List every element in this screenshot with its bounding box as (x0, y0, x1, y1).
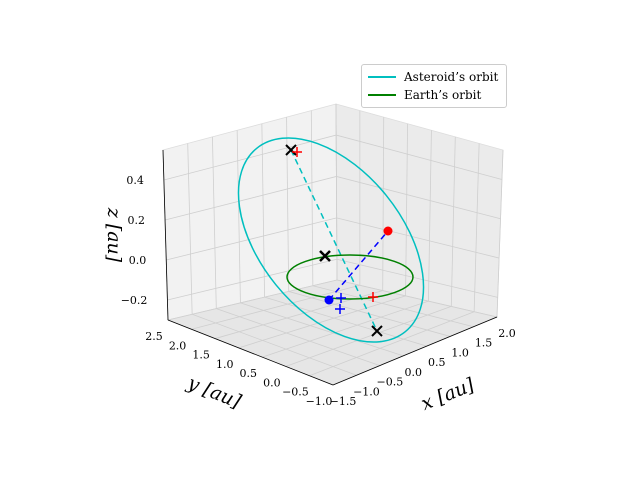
y-gridline-floor (191, 284, 360, 330)
y-axis-line (167, 319, 334, 386)
x-tick-label: −0.5 (376, 376, 403, 389)
chart-marks (237, 137, 425, 343)
asteroid-position-point (383, 226, 393, 236)
legend-item-earth: Earth’s orbit (368, 87, 481, 103)
y-gridline-wall (496, 149, 504, 318)
connector-line (328, 230, 389, 301)
y-tick-label: 0.5 (240, 367, 258, 380)
tick-labels: −1.5−1.0−0.50.00.51.01.52.0−1.0−0.50.00.… (121, 174, 516, 408)
x-tick-label: −1.5 (330, 395, 357, 408)
y-gridline-floor (167, 279, 338, 321)
z-gridline (166, 217, 500, 261)
x-gridline-wall (212, 136, 217, 309)
y-axis-label: y [au] (184, 372, 245, 414)
y-tick-label: 2.5 (145, 330, 163, 343)
legend-item-asteroid: Asteroid’s orbit (368, 69, 498, 85)
y-gridline-floor (238, 295, 406, 349)
legend-label-asteroid: Asteroid’s orbit (404, 70, 499, 84)
y-gridline-wall (428, 130, 432, 302)
y-tick-label: −0.5 (282, 386, 309, 399)
z-axis-label: z [au] (103, 207, 125, 263)
red-plus-marker (368, 292, 378, 302)
x-tick-label: 0.5 (428, 356, 446, 369)
x-axis-line (332, 316, 498, 386)
y-tick-label: 1.5 (192, 349, 210, 362)
z-gridline (163, 134, 503, 181)
x-gridline-floor (240, 302, 404, 357)
x-gridline-floor (312, 285, 474, 328)
asteroid-orbit-line (237, 137, 425, 343)
right-pane (335, 103, 504, 318)
x-tick-label: −1.0 (353, 385, 380, 398)
x-gridline-wall (310, 110, 314, 286)
z-tick-label: 0.2 (128, 214, 146, 227)
x-tick-label: 1.0 (451, 346, 469, 359)
y-gridline-wall (450, 136, 456, 307)
x-gridline-floor (216, 308, 380, 366)
y-gridline-wall (335, 103, 338, 281)
x-gridline-floor (264, 296, 427, 347)
y-tick-label: 1.0 (216, 358, 234, 371)
z-gridline (164, 176, 501, 221)
y-gridline-wall (473, 143, 480, 312)
z-tick-label: −0.2 (121, 294, 148, 307)
x-tick-label: 2.0 (498, 327, 516, 340)
red-plus-marker (292, 147, 302, 157)
y-tick-label: 2.0 (169, 339, 187, 352)
node-cross-marker (371, 325, 383, 337)
z-tick-label: 0.4 (126, 174, 144, 187)
earth-orbit-line (286, 254, 414, 300)
x-gridline-floor (192, 313, 357, 376)
blue-plus-marker (335, 304, 345, 314)
blue-plus-marker (336, 293, 346, 303)
node-cross-marker (285, 144, 297, 156)
y-tick-label: 0.0 (263, 376, 281, 389)
z-axis-line (162, 149, 169, 321)
legend: Asteroid’s orbit Earth’s orbit (361, 64, 507, 108)
legend-swatch-asteroid (368, 76, 396, 78)
x-axis-label: x [au] (418, 374, 478, 415)
x-tick-label: 1.5 (475, 337, 493, 350)
y-gridline-floor (285, 306, 452, 367)
x-tick-label: 0.0 (405, 366, 423, 379)
legend-label-earth: Earth’s orbit (404, 88, 482, 102)
node-line (290, 149, 378, 332)
z-gridline (167, 258, 498, 301)
y-gridline-floor (309, 311, 475, 377)
earth-position-point (324, 295, 334, 305)
x-gridline-floor (336, 279, 498, 318)
x-gridline-wall (187, 143, 193, 315)
z-tick-label: 0.0 (129, 254, 147, 267)
x-gridline-wall (236, 130, 241, 303)
y-gridline-floor (262, 300, 429, 358)
y-tick-label: −1.0 (306, 395, 333, 408)
y-gridline-wall (382, 117, 385, 291)
legend-swatch-earth (368, 94, 396, 96)
sun-cross-marker (319, 250, 331, 262)
